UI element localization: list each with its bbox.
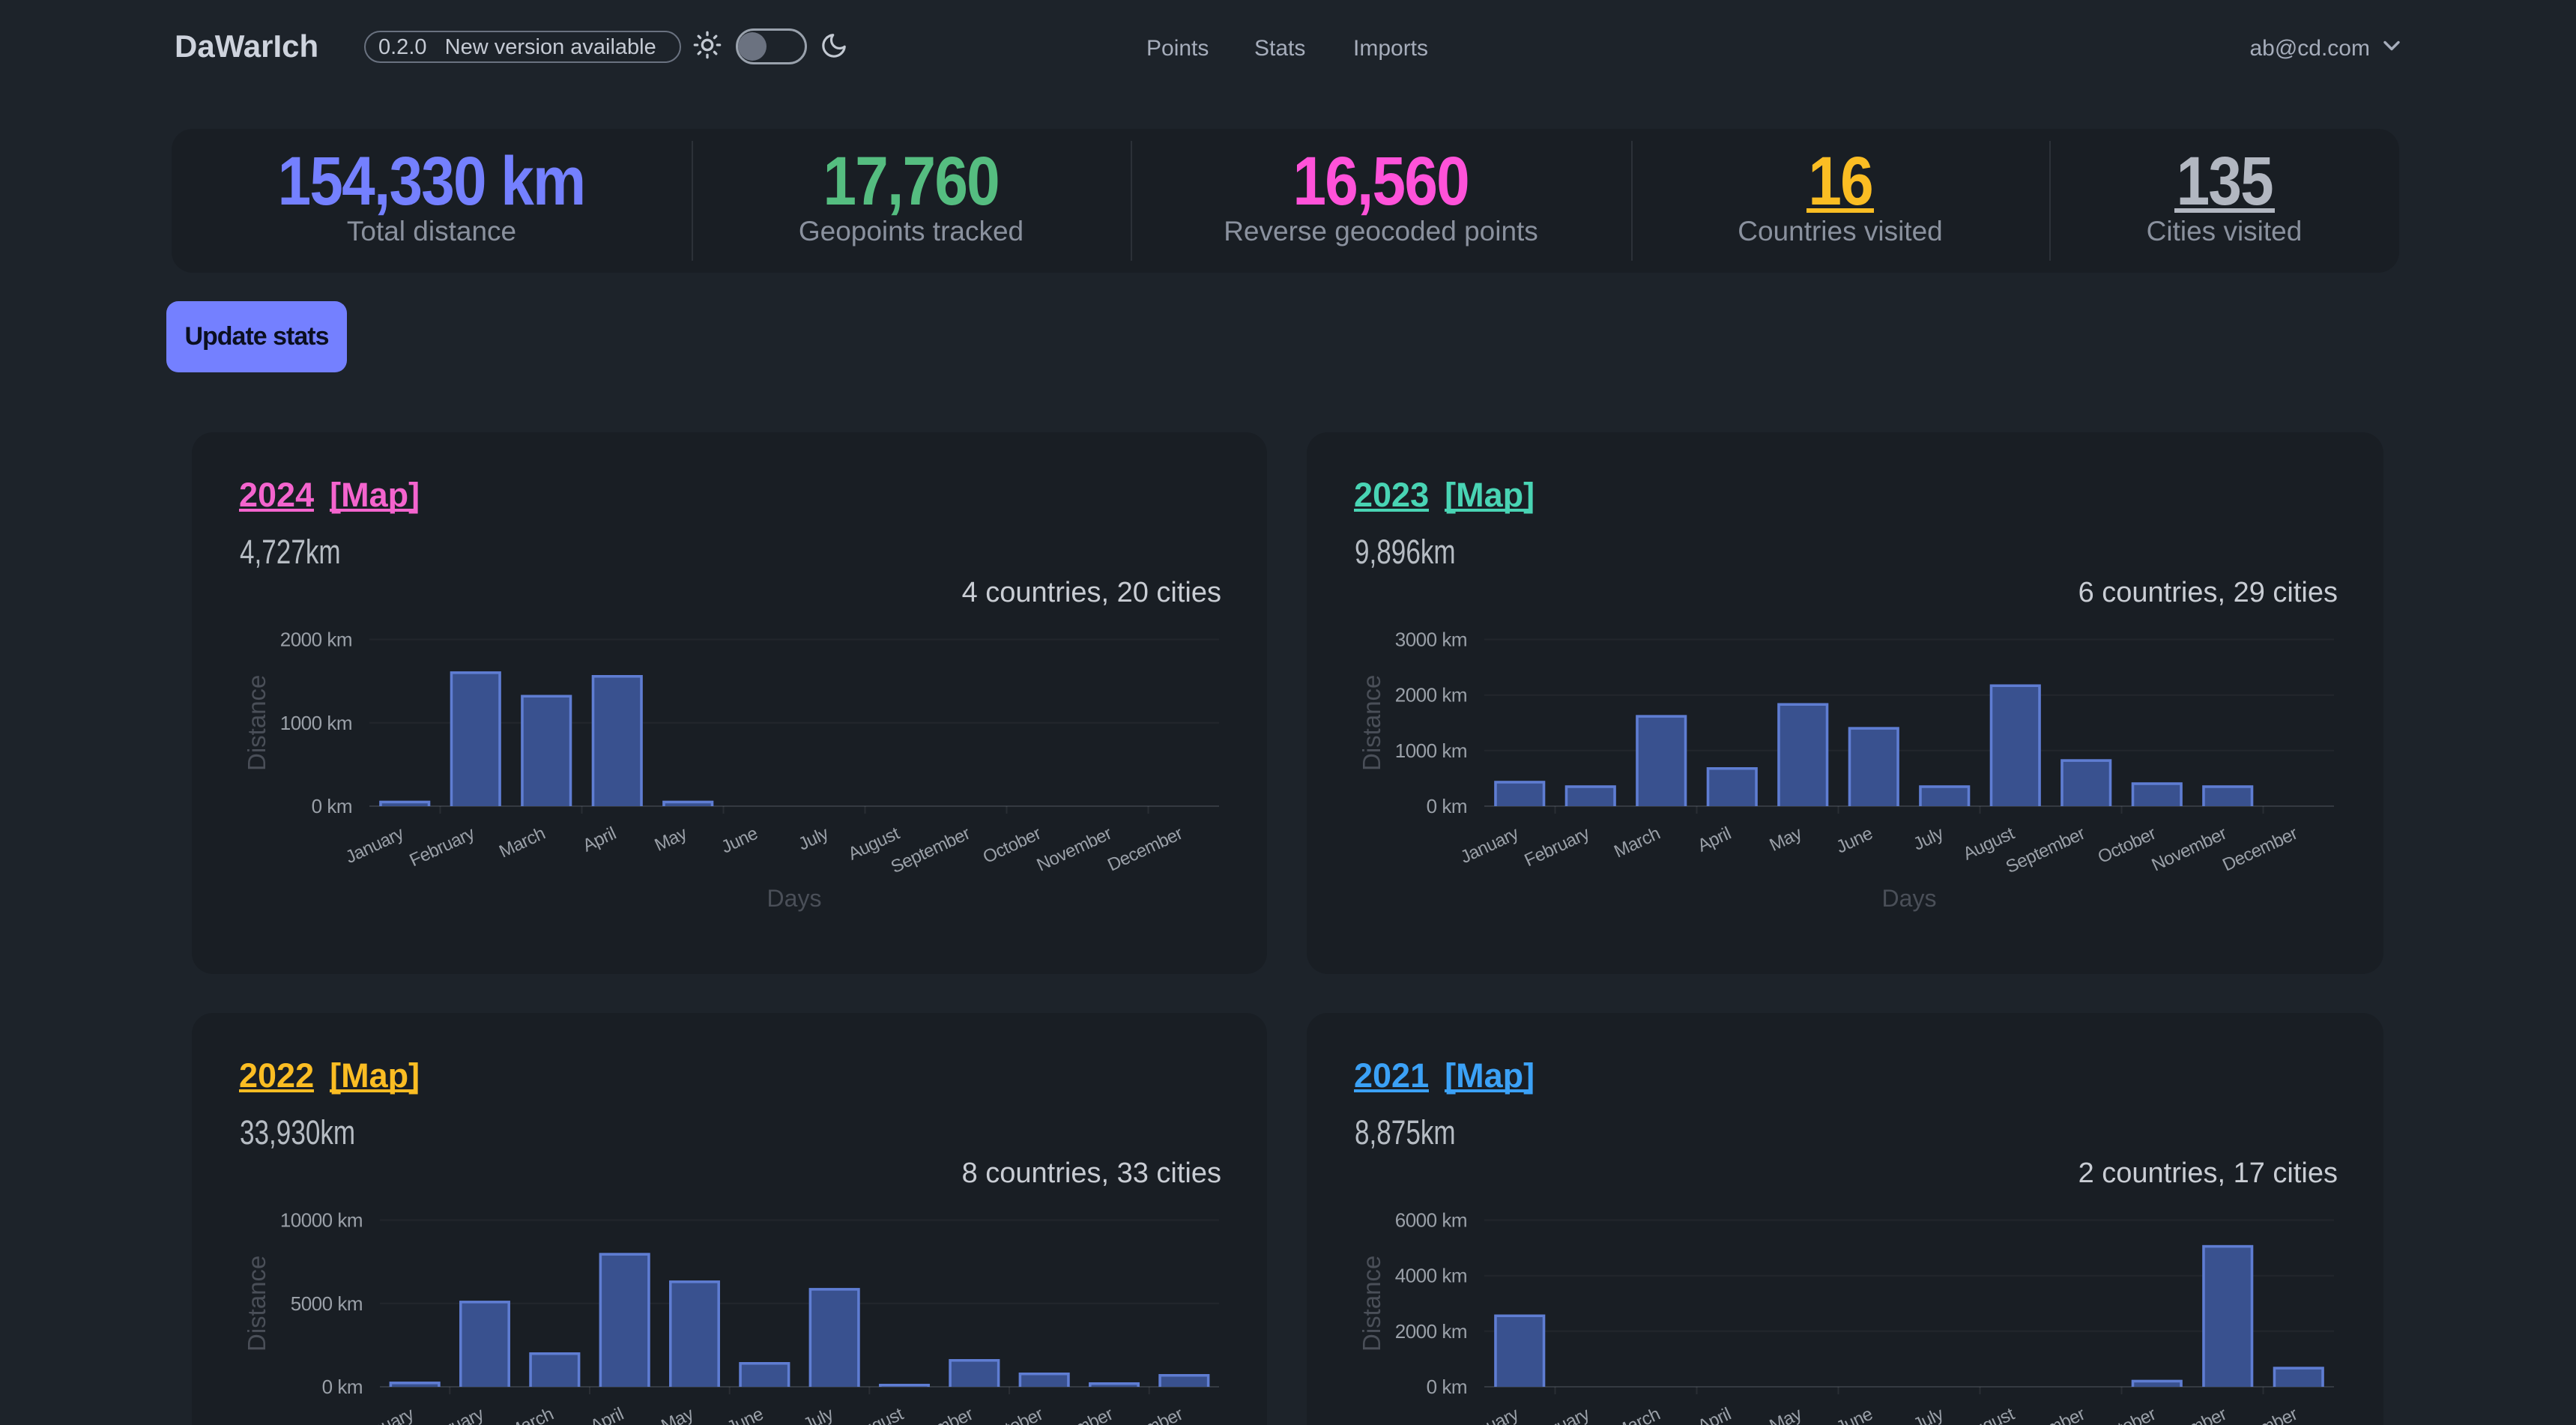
svg-text:May: May	[652, 823, 691, 856]
svg-text:October: October	[980, 823, 1044, 868]
svg-text:6000 km: 6000 km	[1395, 1209, 1467, 1232]
svg-text:December: December	[1105, 1404, 1187, 1425]
svg-text:1000 km: 1000 km	[1395, 739, 1467, 762]
svg-text:November: November	[1035, 1404, 1116, 1425]
svg-text:June: June	[719, 823, 761, 858]
svg-text:January: January	[342, 823, 407, 868]
svg-text:April: April	[1695, 1404, 1735, 1425]
svg-text:June: June	[1833, 1404, 1876, 1425]
svg-text:2000 km: 2000 km	[280, 629, 352, 651]
svg-text:5000 km: 5000 km	[291, 1292, 363, 1315]
svg-text:January: January	[1457, 823, 1522, 868]
svg-text:Distance: Distance	[243, 1256, 270, 1352]
svg-text:1000 km: 1000 km	[280, 712, 352, 734]
svg-text:March: March	[504, 1404, 557, 1425]
svg-text:2000 km: 2000 km	[1395, 684, 1467, 707]
svg-text:0 km: 0 km	[1427, 795, 1467, 817]
svg-text:November: November	[1034, 823, 1116, 876]
svg-text:June: June	[1833, 823, 1876, 858]
svg-text:December: December	[2219, 1404, 2301, 1425]
svg-text:April: April	[587, 1404, 627, 1425]
svg-text:December: December	[1104, 823, 1186, 876]
svg-text:August: August	[1960, 1404, 2018, 1425]
svg-text:3000 km: 3000 km	[1395, 629, 1467, 651]
svg-text:4000 km: 4000 km	[1395, 1265, 1467, 1287]
svg-text:January: January	[353, 1404, 417, 1425]
svg-text:2000 km: 2000 km	[1395, 1320, 1467, 1343]
svg-text:November: November	[2149, 1404, 2231, 1425]
svg-text:June: June	[724, 1404, 767, 1425]
svg-text:March: March	[496, 823, 548, 862]
svg-text:May: May	[1767, 823, 1806, 856]
svg-text:March: March	[1611, 1404, 1663, 1425]
svg-text:Days: Days	[1882, 885, 1937, 912]
svg-text:March: March	[1611, 823, 1663, 862]
svg-text:April: April	[580, 823, 620, 856]
svg-text:February: February	[1522, 823, 1593, 871]
svg-text:July: July	[1910, 1404, 1947, 1425]
svg-text:May: May	[1767, 1404, 1806, 1425]
svg-text:April: April	[1695, 823, 1735, 856]
svg-text:10000 km: 10000 km	[280, 1209, 363, 1232]
svg-text:Days: Days	[767, 885, 822, 912]
svg-text:February: February	[416, 1404, 487, 1425]
svg-text:October: October	[2095, 823, 2159, 868]
svg-text:September: September	[888, 823, 973, 877]
svg-text:July: July	[795, 823, 832, 855]
svg-text:0 km: 0 km	[312, 795, 352, 817]
svg-text:October: October	[2095, 1404, 2159, 1425]
svg-text:July: July	[800, 1404, 837, 1425]
svg-text:0 km: 0 km	[1427, 1376, 1467, 1398]
svg-text:August: August	[849, 1404, 907, 1425]
svg-text:October: October	[982, 1404, 1047, 1425]
svg-text:February: February	[407, 823, 478, 871]
svg-text:Distance: Distance	[243, 675, 270, 771]
svg-text:February: February	[1522, 1404, 1593, 1425]
svg-text:Distance: Distance	[1358, 675, 1385, 771]
svg-text:Distance: Distance	[1358, 1256, 1385, 1352]
svg-text:0 km: 0 km	[322, 1376, 363, 1398]
svg-text:January: January	[1457, 1404, 1522, 1425]
svg-text:July: July	[1910, 823, 1947, 855]
svg-text:November: November	[2149, 823, 2231, 876]
svg-text:December: December	[2219, 823, 2301, 876]
svg-text:May: May	[658, 1404, 697, 1425]
svg-text:September: September	[2003, 823, 2088, 877]
